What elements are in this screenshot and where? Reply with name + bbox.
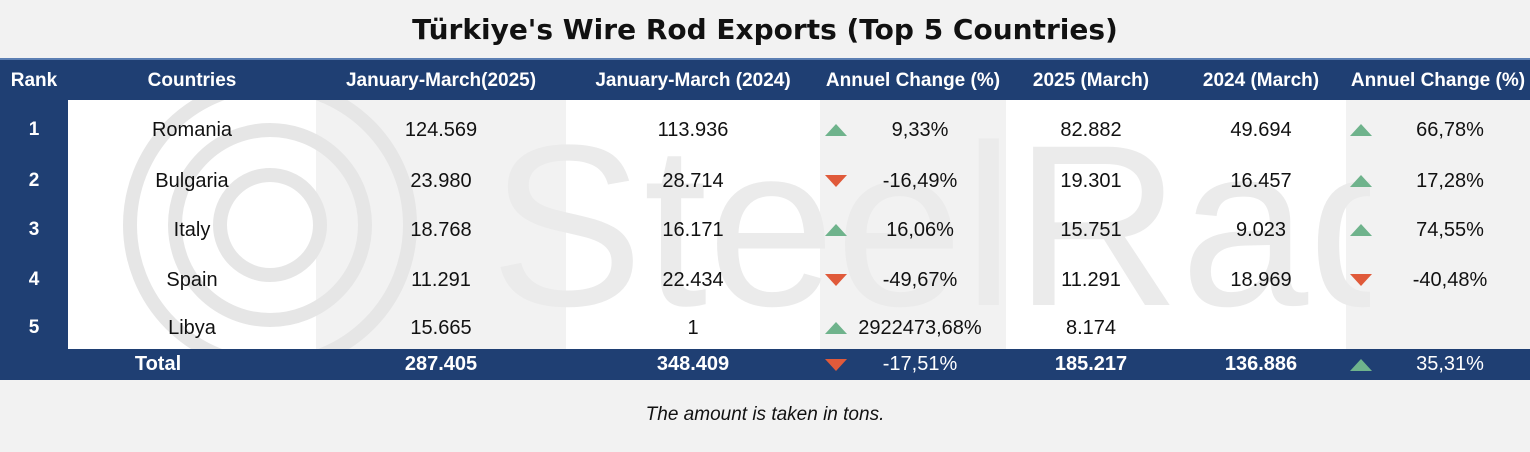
- rank-cell: 1: [28, 119, 40, 140]
- column-header: 2024 (March): [1202, 70, 1320, 91]
- down-arrow-icon: [825, 359, 847, 371]
- up-arrow-icon: [1350, 124, 1372, 136]
- column-header: January-March(2025): [345, 70, 537, 91]
- month-change-cell: 74,55%: [1416, 219, 1484, 241]
- month-change-cell: -40,48%: [1412, 269, 1488, 291]
- quarter-change-cell: 9,33%: [891, 119, 949, 141]
- month-change-cell: [1370, 310, 1530, 346]
- q2025-cell: 15.665: [410, 317, 472, 339]
- total-label: Total: [134, 353, 182, 375]
- q2024-cell: 22.434: [662, 269, 724, 291]
- q2024-cell: 28.714: [662, 170, 724, 192]
- chart-title: Türkiye's Wire Rod Exports (Top 5 Countr…: [412, 13, 1118, 46]
- q2025-cell: 124.569: [404, 119, 478, 141]
- rank-cell: 4: [28, 269, 40, 290]
- rank-cell: 3: [28, 219, 40, 240]
- down-arrow-icon: [825, 175, 847, 187]
- total-month-change: 35,31%: [1416, 353, 1484, 375]
- m2025-cell: 15.751: [1060, 219, 1122, 241]
- total-m2025: 185.217: [1054, 353, 1128, 375]
- m2025-cell: 11.291: [1061, 269, 1121, 291]
- m2024-cell: 49.694: [1230, 119, 1292, 141]
- m2024-cell: 9.023: [1235, 219, 1287, 241]
- column-header: Annuel Change (%): [825, 70, 1001, 91]
- month-change-cell: 66,78%: [1416, 119, 1484, 141]
- quarter-change-cell: 2922473,68%: [858, 317, 982, 339]
- m2024-cell: 18.969: [1230, 269, 1292, 291]
- total-quarter-change: -17,51%: [882, 353, 958, 375]
- up-arrow-icon: [1350, 359, 1372, 371]
- column-shade: [820, 100, 1006, 350]
- country-cell: Spain: [166, 269, 218, 291]
- m2024-cell: 16.457: [1230, 170, 1292, 192]
- rank-cell: 5: [28, 317, 40, 338]
- country-cell: Libya: [168, 317, 216, 339]
- total-row: Total 287.405 348.409 -17,51% 185.217 136.886…: [0, 349, 1530, 380]
- m2025-cell: 8.174: [1065, 317, 1117, 339]
- down-arrow-icon: [825, 274, 847, 286]
- q2024-cell: 1: [687, 317, 699, 339]
- footnote: The amount is taken in tons.: [645, 404, 885, 425]
- up-arrow-icon: [1350, 175, 1372, 187]
- up-arrow-icon: [825, 322, 847, 334]
- column-header: Annuel Change (%): [1350, 70, 1526, 91]
- country-cell: Italy: [173, 219, 211, 241]
- column-header: 2025 (March): [1032, 70, 1150, 91]
- m2025-cell: 19.301: [1060, 170, 1122, 192]
- up-arrow-icon: [825, 124, 847, 136]
- up-arrow-icon: [1350, 224, 1372, 236]
- total-q2024: 348.409: [656, 353, 730, 375]
- column-shade: [1346, 100, 1530, 350]
- q2024-cell: 16.171: [662, 219, 724, 241]
- rank-cell: 2: [28, 170, 40, 191]
- q2025-cell: 11.291: [411, 269, 471, 291]
- total-q2025: 287.405: [404, 353, 478, 375]
- q2025-cell: 23.980: [410, 170, 472, 192]
- quarter-change-cell: -16,49%: [882, 170, 958, 192]
- q2024-cell: 113.936: [657, 119, 729, 141]
- country-cell: Bulgaria: [155, 170, 229, 192]
- quarter-change-cell: -49,67%: [882, 269, 958, 291]
- quarter-change-cell: 16,06%: [886, 219, 954, 241]
- m2025-cell: 82.882: [1060, 119, 1122, 141]
- month-change-cell: 17,28%: [1416, 170, 1484, 192]
- total-m2024: 136.886: [1224, 353, 1298, 375]
- column-header: Rank: [10, 70, 58, 91]
- down-arrow-icon: [1350, 274, 1372, 286]
- country-cell: Romania: [151, 119, 233, 141]
- column-header: Countries: [147, 70, 237, 91]
- table-header: Rank Countries January-March(2025) January-…: [0, 58, 1530, 100]
- column-header: January-March (2024): [595, 70, 791, 91]
- q2025-cell: 18.768: [410, 219, 472, 241]
- rank-column: [0, 100, 68, 350]
- up-arrow-icon: [825, 224, 847, 236]
- m2024-cell: [1176, 310, 1346, 346]
